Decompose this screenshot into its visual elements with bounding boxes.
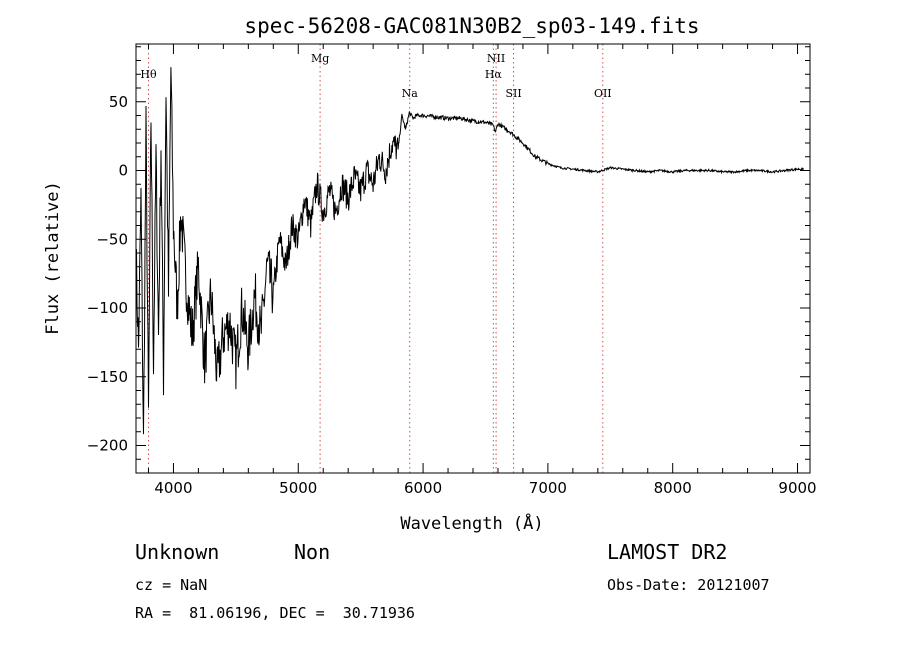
spectral-line-label: NII	[487, 52, 505, 65]
y-tick-label: −200	[87, 437, 128, 455]
spectral-line-label: OII	[594, 87, 612, 100]
y-tick-label: 50	[109, 93, 128, 111]
coordinates: RA = 81.06196, DEC = 30.71936	[135, 604, 415, 622]
x-tick-label: 4000	[154, 479, 192, 497]
redshift-cz: cz = NaN	[135, 576, 208, 594]
spectral-line-label: Mg	[311, 52, 329, 65]
plot-frame	[135, 43, 811, 474]
y-tick-label: −150	[87, 368, 128, 386]
spectral-line-label: Hθ	[140, 68, 157, 81]
spectral-subclass: Non	[294, 540, 331, 564]
y-axis-label: Flux (relative)	[43, 181, 63, 335]
observation-date: Obs-Date: 20121007	[607, 576, 770, 594]
x-tick-label: 5000	[279, 479, 317, 497]
y-tick-label: −50	[96, 230, 128, 248]
spectral-line-label: Na	[402, 87, 419, 100]
x-tick-label: 8000	[654, 479, 692, 497]
spectral-line-label: SII	[505, 87, 521, 100]
x-tick-label: 7000	[529, 479, 567, 497]
x-axis-label: Wavelength (Å)	[400, 512, 543, 534]
x-tick-label: 6000	[404, 479, 442, 497]
survey-name: LAMOST DR2	[607, 540, 728, 564]
chart-title: spec-56208-GAC081N30B2_sp03-149.fits	[244, 14, 699, 38]
x-tick-label: 9000	[778, 479, 816, 497]
spectral-line-label: Hα	[485, 68, 503, 81]
spectral-class: Unknown	[135, 540, 220, 564]
y-tick-label: 0	[118, 162, 128, 180]
spectrum-curve	[136, 67, 804, 435]
y-tick-label: −100	[87, 299, 128, 317]
plot-area: 4000 5000 6000 7000 8000 9000 −200 −150 −100 −50 0…	[87, 43, 817, 497]
